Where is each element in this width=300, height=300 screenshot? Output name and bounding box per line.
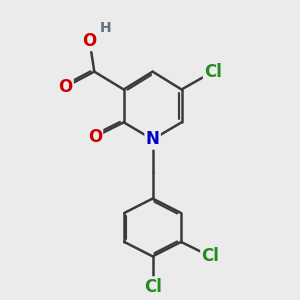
Text: Cl: Cl xyxy=(144,278,162,296)
Text: H: H xyxy=(100,21,111,35)
Text: N: N xyxy=(146,130,160,148)
Text: O: O xyxy=(88,128,102,146)
Text: O: O xyxy=(58,78,73,96)
Text: O: O xyxy=(82,32,97,50)
Text: Cl: Cl xyxy=(204,63,222,81)
Text: Cl: Cl xyxy=(202,248,219,266)
